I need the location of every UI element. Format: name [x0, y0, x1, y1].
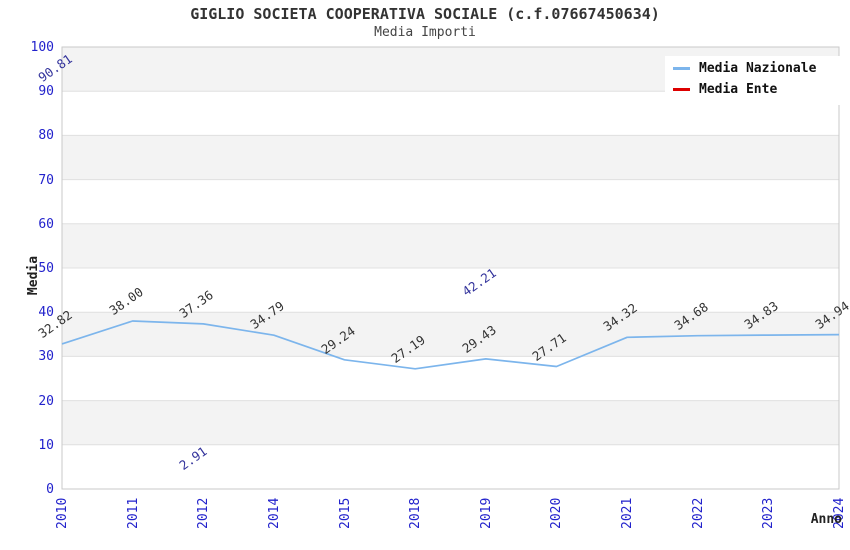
x-tick-label: 2020	[549, 497, 565, 529]
plot-band	[62, 400, 839, 445]
y-tick-label: 30	[38, 349, 54, 365]
chart-title: GIGLIO SOCIETA COOPERATIVA SOCIALE (c.f.…	[190, 5, 660, 23]
x-tick-label: 2023	[761, 497, 777, 529]
y-tick-label: 100	[30, 40, 54, 55]
x-tick-label: 2022	[690, 497, 706, 529]
legend-label: Media Ente	[699, 82, 778, 97]
legend-box: Media Nazionale Media Ente	[665, 56, 846, 105]
x-tick-label: 2011	[125, 497, 141, 529]
x-tick-label: 2010	[55, 497, 70, 529]
plot-band	[62, 268, 839, 313]
plot-band	[62, 135, 839, 180]
y-tick-label: 60	[38, 216, 54, 232]
plot-band	[62, 444, 839, 489]
legend-label: Media Nazionale	[699, 61, 817, 76]
series-line-media-nazionale	[61, 320, 840, 370]
x-axis-title: Anno	[810, 512, 842, 527]
plot-band	[62, 312, 839, 357]
x-tick-label: 2012	[196, 497, 212, 529]
y-tick-label: 0	[46, 482, 54, 497]
y-tick-label: 70	[38, 172, 54, 188]
legend-marker-icon	[673, 88, 690, 91]
chart-subtitle: Media Importi	[374, 25, 476, 40]
x-tick-label: 2019	[478, 497, 494, 529]
legend-item-media-ente[interactable]: Media Ente	[665, 79, 846, 100]
y-tick-label: 40	[38, 305, 54, 321]
x-tick-label: 2015	[337, 497, 353, 529]
y-axis-title: Media	[26, 255, 42, 296]
y-tick-label: 50	[38, 261, 54, 276]
y-tick-label: 10	[38, 437, 54, 453]
plot-band	[62, 179, 839, 224]
y-tick-label: 90	[38, 84, 54, 100]
legend-item-media-nazionale[interactable]: Media Nazionale	[665, 58, 846, 79]
y-tick-label: 20	[38, 393, 54, 409]
plot-band	[62, 223, 839, 268]
x-tick-label: 2018	[408, 497, 424, 529]
legend-marker-icon	[673, 67, 690, 70]
x-tick-label: 2014	[266, 497, 282, 529]
x-tick-label: 2021	[620, 497, 636, 529]
y-tick-label: 80	[38, 128, 54, 144]
plot-border	[61, 46, 840, 490]
